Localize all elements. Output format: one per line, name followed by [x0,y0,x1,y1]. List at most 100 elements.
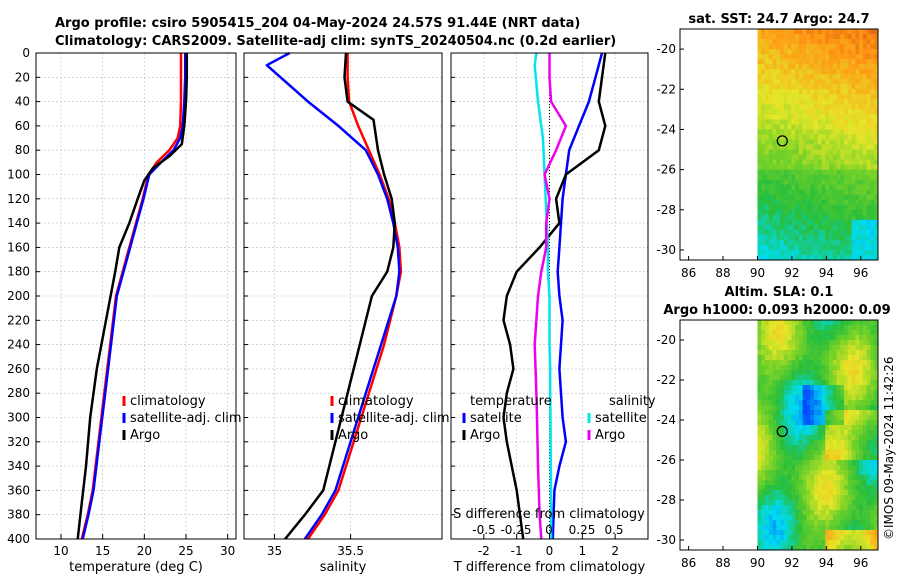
map-cell [874,320,879,326]
map-cell [761,510,766,516]
map-cell [761,355,766,361]
map-cell [832,400,837,406]
map-cell [787,94,792,100]
map-cell [825,124,830,130]
map-cell [874,124,879,130]
map-cell [798,229,804,236]
map-cell [806,395,811,401]
map-cell [874,159,879,165]
map-cell [855,94,860,100]
map-cell [757,159,762,165]
map-cell [844,370,849,376]
map-cell [866,149,871,155]
map-cell [761,179,766,186]
map-cell [821,114,826,120]
map-cell [780,500,785,506]
map-cell [844,209,849,216]
map-cell [798,420,804,426]
map-cell [780,515,785,521]
map-cell [874,335,879,341]
map-cell [806,415,811,421]
map-cell [862,159,868,165]
map-cell [836,320,841,326]
map-cell [761,29,766,35]
map-cell [840,224,845,231]
map-cell [836,445,841,451]
map-cell [783,455,789,461]
map-cell [772,370,777,376]
map-cell [806,440,811,446]
map-cell [802,209,807,216]
map-cell [806,119,811,125]
map-cell [813,490,819,496]
map-cell [862,435,868,441]
map-cell [798,535,804,541]
map-cell [847,450,853,456]
map-cell [791,545,796,551]
map-cell [866,39,871,45]
map-cell [798,355,804,361]
map-cell [829,475,834,481]
map-cell [825,410,830,416]
map-cell [825,425,830,431]
map-cell [806,355,811,361]
map-cell [776,460,781,466]
map-cell [836,380,841,386]
map-x-tick-label: 96 [853,556,868,570]
map-cell [840,39,845,45]
map-cell [798,465,804,471]
map-cell [832,159,837,165]
map-cell [847,79,853,85]
map-cell [768,415,773,421]
map-cell [798,119,804,125]
map-cell [829,124,834,130]
map-cell [844,325,849,331]
map-cell [847,184,853,191]
map-cell [806,405,811,411]
map-cell [874,425,879,431]
map-cell [798,320,804,326]
map-cell [859,470,864,476]
map-cell [847,189,853,196]
map-cell [765,54,770,60]
map-cell [840,485,845,491]
map-cell [757,445,762,451]
map-cell [859,209,864,216]
map-cell [787,320,792,326]
map-cell [851,495,856,501]
map-cell [772,460,777,466]
map-cell [761,395,766,401]
map-cell [772,114,777,120]
map-cell [821,490,826,496]
map-cell [874,505,879,511]
map-cell [791,510,796,516]
map-cell [829,405,834,411]
map-cell [821,94,826,100]
map-cell [776,405,781,411]
y-tick-label: 40 [15,95,30,109]
map-cell [813,204,819,211]
map-cell [776,485,781,491]
map-cell [787,455,792,461]
map-cell [851,99,856,105]
map-cell [783,320,789,326]
map-cell [840,189,845,196]
map-cell [810,430,815,436]
map-cell [840,340,845,346]
map-cell [761,94,766,100]
map-cell [783,184,789,191]
map-cell [780,79,785,85]
map-x-tick-label: 90 [750,266,765,280]
map-cell [870,380,875,386]
map-cell [795,209,800,216]
map-cell [817,540,822,546]
y-tick-label: 280 [7,386,30,400]
map-cell [765,375,770,381]
map-cell [836,365,841,371]
map-cell [806,545,811,551]
map-cell [866,430,871,436]
map-cell [874,495,879,501]
y-tick-label: 20 [15,70,30,84]
map-cell [847,445,853,451]
